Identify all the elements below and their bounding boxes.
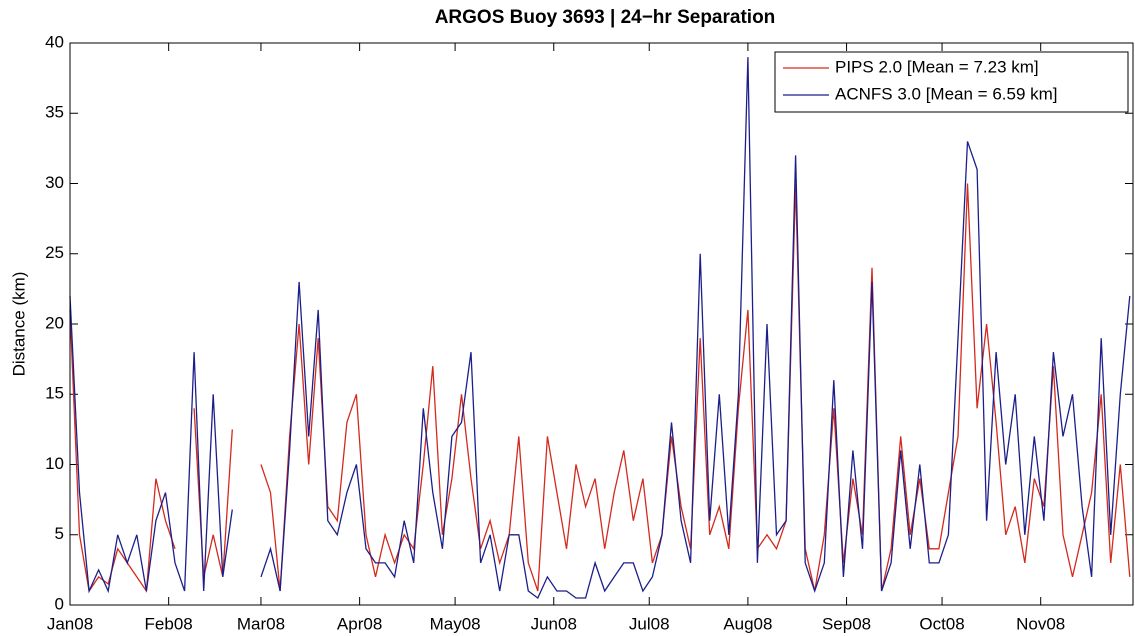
x-tick-label: Jul08 — [629, 614, 670, 633]
y-tick-label: 40 — [45, 32, 64, 51]
legend: PIPS 2.0 [Mean = 7.23 km] ACNFS 3.0 [Mean… — [774, 51, 1129, 113]
x-tick-label: Apr08 — [337, 614, 382, 633]
y-tick-label: 5 — [55, 524, 64, 543]
x-tick-label: Aug08 — [723, 614, 772, 633]
x-tick-label: May08 — [430, 614, 481, 633]
data-line — [69, 57, 1131, 599]
x-tick-label: Oct08 — [919, 614, 964, 633]
legend-label: ACNFS 3.0 [Mean = 6.59 km] — [835, 84, 1058, 103]
y-axis-label: Distance (km) — [9, 272, 28, 377]
y-tick-label: 35 — [45, 103, 64, 122]
y-tick-label: 20 — [45, 313, 64, 332]
y-tick-label: 0 — [55, 594, 64, 613]
x-tick-label: Mar08 — [237, 614, 285, 633]
y-tick-label: 30 — [45, 173, 64, 192]
x-tick-label: Nov08 — [1016, 614, 1065, 633]
x-tick-label: Feb08 — [145, 614, 193, 633]
plot-frame — [69, 42, 1134, 606]
y-tick-label: 25 — [45, 243, 64, 262]
y-tick-label: 15 — [45, 384, 64, 403]
x-tick-label: Jan08 — [47, 614, 93, 633]
x-tick-label: Jun08 — [531, 614, 577, 633]
chart-title: ARGOS Buoy 3693 | 24−hr Separation — [435, 7, 776, 28]
legend-label: PIPS 2.0 [Mean = 7.23 km] — [835, 57, 1039, 76]
y-tick-label: 10 — [45, 454, 64, 473]
legend-box — [774, 51, 1129, 113]
x-tick-label: Sep08 — [822, 614, 871, 633]
